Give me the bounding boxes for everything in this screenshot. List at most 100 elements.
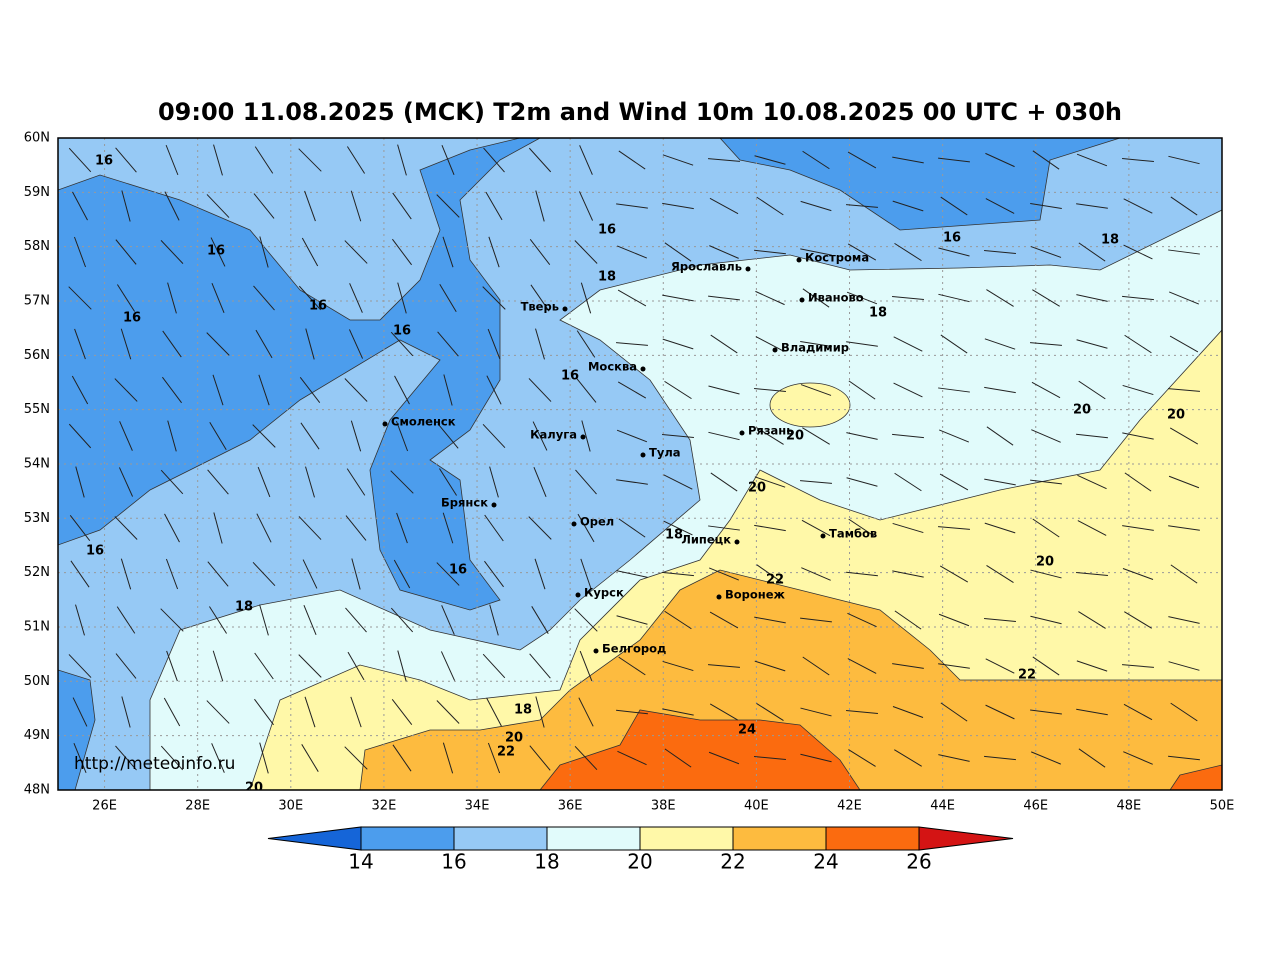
wind-barb <box>392 744 412 772</box>
wind-barb <box>662 708 694 716</box>
wind-barb <box>160 608 184 632</box>
wind-barb <box>1030 615 1062 625</box>
wind-barb <box>578 191 594 221</box>
wind-barb <box>533 467 547 497</box>
wind-barb <box>487 742 501 774</box>
wind-barb <box>708 751 740 765</box>
wind-barb <box>938 293 970 303</box>
wind-barb <box>259 742 269 774</box>
wind-barb <box>1078 380 1106 400</box>
city-dot <box>571 521 577 527</box>
wind-barb <box>616 570 648 578</box>
wind-barb <box>68 147 92 173</box>
wind-barb <box>298 654 322 678</box>
wind-barb <box>349 283 363 313</box>
city-label: Орел <box>580 515 614 529</box>
wind-barb <box>255 329 273 359</box>
city-label: Москва <box>588 360 637 374</box>
wind-barb <box>938 663 970 669</box>
colorbar-band <box>732 826 827 851</box>
wind-barb <box>580 558 592 590</box>
wind-barb <box>73 236 87 268</box>
wind-barb <box>1123 703 1153 721</box>
wind-barb <box>535 190 545 222</box>
wind-barb <box>210 237 226 267</box>
city-label: Липецк <box>681 533 731 547</box>
wind-barb <box>756 427 784 445</box>
wind-barb <box>754 155 786 165</box>
wind-barb <box>801 519 831 537</box>
wind-barb <box>390 607 414 633</box>
wind-barb <box>305 328 315 360</box>
wind-barb <box>165 144 179 176</box>
wind-barb <box>940 702 968 722</box>
wind-barb <box>1076 660 1108 672</box>
wind-barb <box>662 202 694 210</box>
wind-barb <box>893 382 923 398</box>
wind-barb <box>397 282 407 314</box>
lon-label: 44E <box>930 799 955 814</box>
wind-barb <box>1077 474 1107 490</box>
colorbar-tick-label: 22 <box>720 850 745 874</box>
wind-barb <box>754 660 786 672</box>
wind-barb <box>617 750 647 766</box>
wind-barb <box>531 606 549 634</box>
colorbar-band <box>546 826 641 851</box>
wind-barb <box>1170 564 1198 584</box>
wind-barb <box>846 710 878 714</box>
city-label: Калуга <box>530 428 577 442</box>
wind-barb <box>1031 381 1061 399</box>
wind-barb <box>1030 479 1062 485</box>
wind-barb <box>1076 203 1108 209</box>
lon-label: 42E <box>837 799 862 814</box>
wind-barb <box>350 420 362 452</box>
city-label: Курск <box>584 586 624 600</box>
wind-barb <box>1078 748 1106 768</box>
wind-barb <box>754 616 786 624</box>
wind-barb <box>395 420 409 452</box>
wind-barb <box>301 744 319 772</box>
wind-barb <box>1031 429 1061 443</box>
wind-barb <box>160 745 184 771</box>
contour-label: 16 <box>561 369 579 384</box>
wind-barb <box>440 651 456 681</box>
wind-barb <box>754 755 786 761</box>
wind-barb <box>846 291 878 305</box>
wind-barb <box>257 466 271 498</box>
wind-barb <box>394 375 410 405</box>
wind-barb <box>120 558 132 590</box>
wind-barb <box>755 336 785 352</box>
wind-barb <box>894 472 922 492</box>
wind-barb <box>120 328 132 360</box>
wind-barb <box>1122 432 1154 440</box>
contour-label: 16 <box>449 563 467 578</box>
wind-barb <box>618 656 646 676</box>
wind-barb <box>754 388 786 392</box>
wind-barb <box>617 381 647 399</box>
wind-barb <box>616 203 648 209</box>
wind-barb <box>575 469 597 495</box>
colorbar-band <box>825 826 920 851</box>
wind-barb <box>441 605 455 635</box>
city-label: Рязань <box>748 424 793 438</box>
wind-barb <box>1122 157 1154 163</box>
wind-barb <box>800 617 832 623</box>
wind-barb <box>985 152 1015 168</box>
wind-barb <box>846 571 878 577</box>
lat-label: 56N <box>24 348 50 363</box>
wind-barb <box>576 330 596 358</box>
wind-barb <box>213 512 223 544</box>
wind-barb <box>529 239 551 265</box>
contour-label: 20 <box>1073 403 1091 418</box>
wind-barb <box>346 146 366 174</box>
wind-barb <box>115 745 137 771</box>
wind-barb <box>391 699 413 725</box>
wind-barb <box>574 745 598 771</box>
wind-barb <box>846 477 878 487</box>
wind-barb <box>397 650 407 682</box>
wind-barb <box>73 743 87 773</box>
wind-barb <box>1031 751 1061 765</box>
city-label: Белгород <box>602 642 666 656</box>
wind-barb <box>528 516 552 540</box>
wind-barb <box>846 432 878 440</box>
